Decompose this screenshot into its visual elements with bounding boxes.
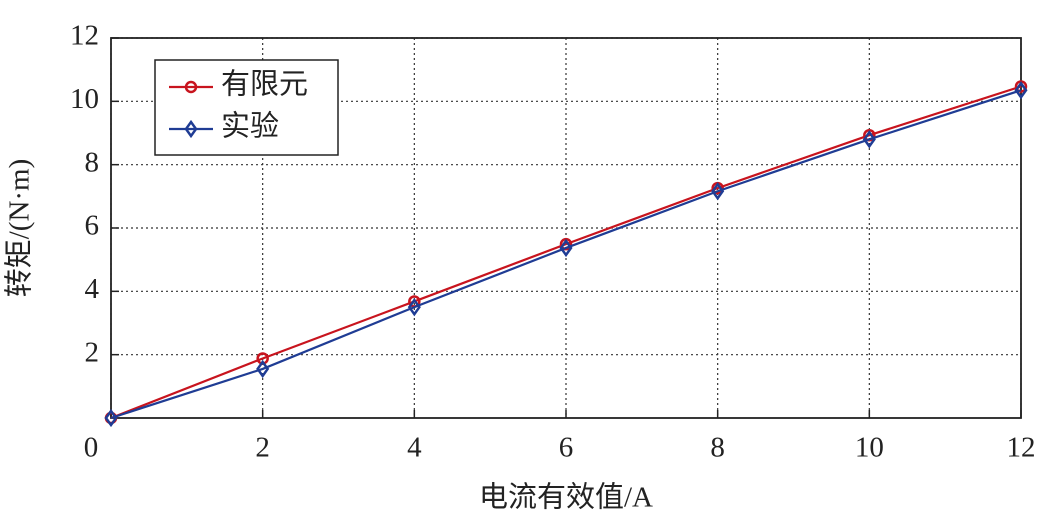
marker xyxy=(104,408,118,428)
y-tick-label: 4 xyxy=(85,273,100,305)
marker xyxy=(559,238,573,258)
legend-box xyxy=(154,59,339,156)
x-tick-label: 10 xyxy=(855,432,884,464)
y-tick-label: 10 xyxy=(70,83,99,115)
marker xyxy=(862,130,876,149)
y-tick-label: 6 xyxy=(85,210,100,242)
marker xyxy=(711,182,725,201)
y-tick-label: 8 xyxy=(85,146,100,178)
marker xyxy=(1014,81,1028,100)
legend-label: 有限元 xyxy=(221,68,308,101)
series-line xyxy=(110,85,1022,420)
x-axis-label: 电流有效值/A xyxy=(479,481,653,514)
marker xyxy=(407,298,421,317)
x-tick-label: 8 xyxy=(710,432,725,464)
legend-label: 实验 xyxy=(221,110,279,143)
y-axis-label: 转矩/(N·m) xyxy=(3,159,36,298)
plot-frame xyxy=(110,37,1022,419)
marker xyxy=(256,359,270,379)
x-tick-label: 0 xyxy=(84,432,99,464)
x-tick-label: 4 xyxy=(407,432,422,464)
y-tick-label: 2 xyxy=(85,336,100,368)
series-line xyxy=(110,89,1022,420)
x-tick-label: 2 xyxy=(255,432,270,464)
x-tick-label: 6 xyxy=(559,432,574,464)
x-tick-label: 12 xyxy=(1007,432,1036,464)
legend-marker xyxy=(184,119,198,139)
legend-marker xyxy=(184,80,198,94)
y-tick-label: 12 xyxy=(70,20,99,52)
